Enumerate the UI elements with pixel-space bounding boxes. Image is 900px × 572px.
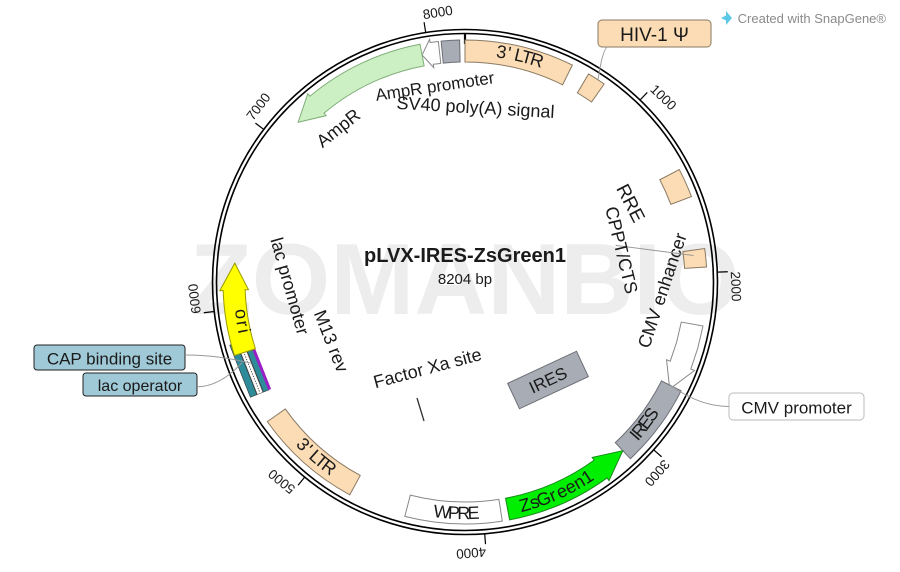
svg-text:8204 bp: 8204 bp [438, 271, 492, 288]
svg-text:pLVX-IRES-ZsGreen1: pLVX-IRES-ZsGreen1 [364, 245, 566, 267]
svg-text:o: o [231, 308, 252, 320]
svg-text:2000: 2000 [728, 271, 744, 302]
svg-text:W: W [433, 501, 452, 523]
svg-text:3000: 3000 [642, 457, 673, 489]
svg-text:4000: 4000 [456, 544, 487, 561]
svg-text:M13 rev: M13 rev [310, 307, 353, 375]
svg-text:6000: 6000 [185, 283, 203, 315]
svg-text:1000: 1000 [647, 82, 679, 114]
svg-text:CAP binding site: CAP binding site [47, 349, 172, 368]
svg-text:CMV promoter: CMV promoter [741, 398, 852, 417]
svg-text:lac operator: lac operator [98, 378, 183, 395]
svg-text:8000: 8000 [422, 3, 454, 22]
svg-text:5000: 5000 [265, 466, 298, 497]
svg-text:Factor Xa site: Factor Xa site [371, 344, 483, 392]
svg-text:lac promoter: lac promoter [266, 235, 313, 337]
svg-text:7000: 7000 [243, 90, 273, 123]
svg-text:HIV-1 Ψ: HIV-1 Ψ [620, 25, 689, 46]
